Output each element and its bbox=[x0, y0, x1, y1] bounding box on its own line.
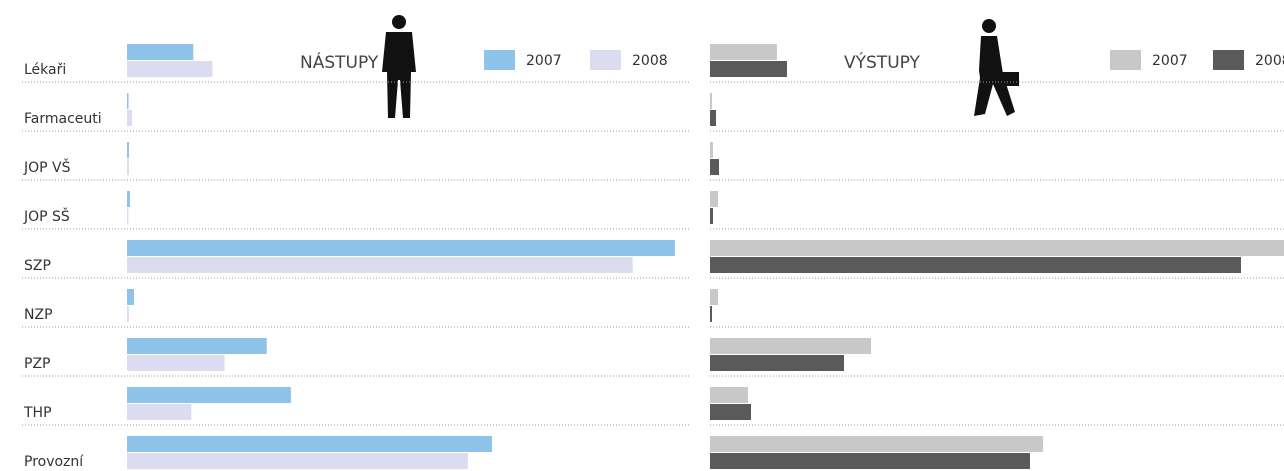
category-label: JOP VŠ bbox=[23, 158, 71, 176]
bar bbox=[127, 191, 131, 207]
bar bbox=[710, 159, 719, 175]
legend-label: 2007 bbox=[526, 53, 562, 69]
bar bbox=[127, 289, 135, 305]
bar bbox=[710, 208, 713, 224]
bar bbox=[710, 289, 718, 305]
bar bbox=[710, 110, 716, 126]
bar bbox=[710, 453, 1030, 469]
bar bbox=[127, 61, 213, 77]
bar bbox=[710, 355, 844, 371]
panel-title: VÝSTUPY bbox=[844, 51, 921, 73]
bar bbox=[710, 387, 748, 403]
bar bbox=[127, 240, 675, 256]
panel-title: NÁSTUPY bbox=[300, 51, 379, 73]
category-label: Provozní bbox=[24, 454, 84, 470]
bar bbox=[127, 110, 133, 126]
category-label: JOP SŠ bbox=[23, 207, 70, 225]
bar bbox=[710, 436, 1043, 452]
bar bbox=[127, 257, 633, 273]
category-label: NZP bbox=[24, 307, 53, 323]
category-label: PZP bbox=[24, 356, 50, 372]
legend-label: 2008 bbox=[1255, 53, 1284, 69]
bar bbox=[127, 355, 225, 371]
bar bbox=[710, 44, 777, 60]
legend-swatch bbox=[1213, 50, 1244, 70]
category-label: SZP bbox=[24, 258, 51, 274]
category-label: Lékaři bbox=[24, 62, 66, 78]
bar bbox=[127, 404, 192, 420]
bar bbox=[127, 93, 129, 109]
legend-label: 2008 bbox=[632, 53, 668, 69]
bar bbox=[127, 159, 130, 175]
bar bbox=[710, 404, 751, 420]
bar bbox=[127, 306, 130, 322]
category-label: Farmaceuti bbox=[24, 111, 102, 127]
bar bbox=[127, 453, 468, 469]
bar bbox=[127, 208, 129, 224]
bar bbox=[710, 240, 1284, 256]
man-standing bbox=[382, 15, 416, 118]
bar bbox=[710, 61, 787, 77]
category-label: THP bbox=[23, 405, 52, 421]
bar bbox=[710, 338, 871, 354]
bar bbox=[710, 93, 712, 109]
bar bbox=[127, 44, 194, 60]
bar bbox=[127, 338, 267, 354]
bar bbox=[710, 142, 713, 158]
bar bbox=[127, 387, 291, 403]
man-walking bbox=[974, 19, 1019, 116]
legend-swatch bbox=[1110, 50, 1141, 70]
bar bbox=[710, 257, 1241, 273]
legend-swatch bbox=[484, 50, 515, 70]
bar bbox=[127, 142, 130, 158]
bar bbox=[710, 306, 712, 322]
bar bbox=[710, 191, 718, 207]
legend-swatch bbox=[590, 50, 621, 70]
legend-label: 2007 bbox=[1152, 53, 1188, 69]
bar bbox=[127, 436, 492, 452]
